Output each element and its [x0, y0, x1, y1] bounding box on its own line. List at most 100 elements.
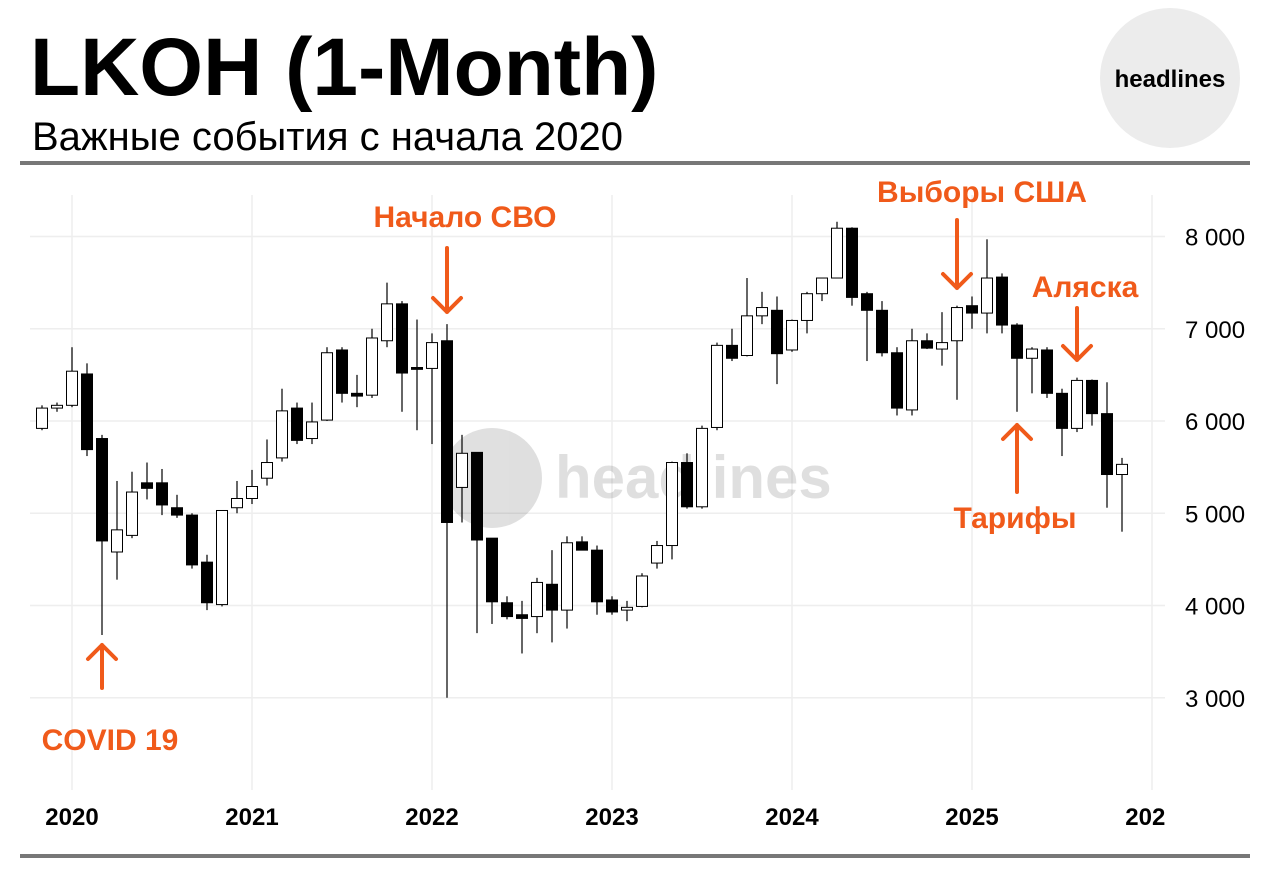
- x-tick-label: 2020: [45, 804, 98, 831]
- candle-body: [96, 438, 108, 542]
- candle-body: [666, 462, 678, 547]
- candle-body: [486, 537, 498, 603]
- candle-body: [186, 514, 198, 566]
- candle-body: [591, 549, 603, 603]
- annotation: Выборы США: [877, 176, 1087, 209]
- y-tick-label: 4 000: [1185, 594, 1245, 621]
- candle-body: [996, 276, 1008, 326]
- y-tick-label: 3 000: [1185, 686, 1245, 713]
- candle-body: [291, 407, 303, 441]
- candle-body: [306, 421, 318, 440]
- watermark: headlines: [442, 428, 832, 528]
- candle-body: [936, 342, 948, 350]
- candle-body: [1056, 392, 1068, 429]
- candle-body: [141, 482, 153, 489]
- candle-body: [66, 370, 78, 406]
- candle-body: [846, 227, 858, 298]
- x-tick-label: 2021: [225, 804, 278, 831]
- candle-body: [321, 352, 333, 421]
- candle-body: [1011, 324, 1023, 359]
- candle-body: [231, 497, 243, 509]
- arrow: [431, 246, 463, 314]
- candle-body: [921, 340, 933, 349]
- candle-body: [81, 373, 93, 451]
- annotation: COVID 19: [42, 724, 179, 757]
- y-tick-label: 6 000: [1185, 409, 1245, 436]
- candle-body: [621, 606, 633, 611]
- x-tick-label: 2023: [585, 804, 638, 831]
- candle-body: [246, 486, 258, 499]
- candle-body: [771, 309, 783, 355]
- candle-body: [741, 315, 753, 357]
- candle-body: [201, 561, 213, 604]
- candle-body: [441, 340, 453, 523]
- candle-body: [801, 293, 813, 321]
- arrow: [1061, 306, 1093, 362]
- candle-body: [426, 342, 438, 369]
- arrow: [941, 218, 973, 290]
- candle-body: [831, 227, 843, 279]
- candle-body: [531, 581, 543, 618]
- annotation: Тарифы: [954, 502, 1077, 535]
- candle-body: [861, 293, 873, 311]
- candle-body: [171, 507, 183, 516]
- candle-body: [501, 602, 513, 618]
- candle-body: [1026, 348, 1038, 359]
- candle-body: [51, 404, 63, 409]
- candle-body: [1116, 463, 1128, 476]
- candle-body: [786, 319, 798, 351]
- candle-body: [876, 309, 888, 354]
- candle-body: [36, 407, 48, 429]
- candle-body: [906, 340, 918, 411]
- x-tick-label: 2025: [945, 804, 998, 831]
- candle-body: [636, 575, 648, 607]
- candle-body: [711, 344, 723, 428]
- candle-body: [411, 367, 423, 370]
- candle-body: [1041, 349, 1053, 394]
- candle-body: [1071, 379, 1083, 429]
- candle-body: [681, 462, 693, 508]
- candle-body: [396, 303, 408, 374]
- candle-body: [471, 451, 483, 541]
- x-tick-label: 2026: [1125, 804, 1178, 831]
- candle-body: [126, 491, 138, 536]
- candle-body: [216, 509, 228, 606]
- candle-body: [606, 599, 618, 613]
- candle-body: [966, 305, 978, 314]
- candle-body: [891, 352, 903, 409]
- y-tick-label: 5 000: [1185, 501, 1245, 528]
- candle-body: [951, 307, 963, 342]
- logo: headlines: [1115, 66, 1226, 93]
- candle-body: [981, 277, 993, 314]
- candle-body: [546, 583, 558, 611]
- candle-body: [381, 303, 393, 342]
- y-tick-label: 7 000: [1185, 317, 1245, 344]
- logo-circle: [1100, 8, 1240, 148]
- annotation: Аляска: [1032, 271, 1139, 304]
- arrow: [1001, 423, 1033, 494]
- candle-body: [576, 541, 588, 551]
- watermark-text: headlines: [555, 444, 832, 511]
- candle-body: [651, 545, 663, 564]
- candle-body: [756, 307, 768, 317]
- candle-body: [156, 482, 168, 506]
- candle-body: [111, 529, 123, 553]
- subtitle: Важные события с начала 2020: [32, 115, 623, 159]
- title: LKOH (1-Month): [30, 22, 659, 113]
- candle-body: [561, 542, 573, 611]
- candle-body: [696, 427, 708, 508]
- x-tick-label: 2022: [405, 804, 458, 831]
- candle-body: [1101, 413, 1113, 476]
- candle-body: [726, 344, 738, 359]
- annotation: Начало СВО: [374, 201, 557, 234]
- x-tick-label: 2024: [765, 804, 819, 831]
- annotations: COVID 19 Начало СВО Выборы США Аляска Та…: [42, 176, 1139, 757]
- y-tick-label: 8 000: [1185, 225, 1245, 252]
- candle-body: [366, 337, 378, 396]
- candle-body: [351, 392, 363, 397]
- candle-body: [816, 277, 828, 295]
- candle-body: [516, 614, 528, 619]
- candle-body: [456, 452, 468, 488]
- candle-body: [336, 349, 348, 394]
- candle-body: [261, 462, 273, 479]
